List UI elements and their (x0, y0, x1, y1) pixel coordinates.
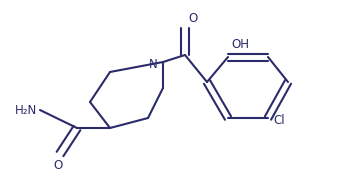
Text: O: O (53, 159, 63, 172)
Text: N: N (149, 58, 158, 71)
Text: H₂N: H₂N (15, 103, 37, 117)
Text: Cl: Cl (273, 115, 285, 127)
Text: O: O (188, 12, 197, 25)
Text: OH: OH (231, 38, 249, 51)
